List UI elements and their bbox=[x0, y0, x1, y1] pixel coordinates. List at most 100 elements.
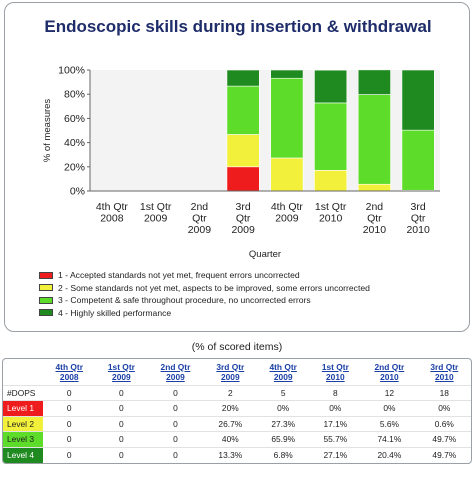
legend-entry: 3 - Competent & safe throughout procedur… bbox=[39, 294, 459, 307]
table-cell: 17.1% bbox=[309, 415, 362, 432]
y-tick-label: 100% bbox=[58, 65, 85, 77]
bar-segment bbox=[270, 69, 304, 79]
bar-segment bbox=[226, 69, 260, 87]
data-table-panel: 4th Qtr 2008 1st Qtr 2009 2nd Qtr 2009 3rd Qtr… bbox=[2, 358, 472, 464]
x-axis-title: Quarter bbox=[249, 249, 281, 260]
header-text[interactable]: 2nd Qtr bbox=[374, 361, 405, 372]
table-cell: 0 bbox=[43, 415, 96, 432]
y-tick-label: 0% bbox=[70, 186, 85, 198]
table-cell: 0 bbox=[147, 400, 204, 416]
bar-segment bbox=[226, 85, 260, 135]
table-column-header[interactable]: 3rd Qtr 2010 bbox=[418, 359, 471, 385]
table-row: #DOPS 0 0 0 2 5 8 12 18 bbox=[3, 384, 471, 401]
chart-legend: 1 - Accepted standards not yet met, freq… bbox=[39, 269, 459, 319]
x-tick-label-line: Qtr bbox=[411, 213, 426, 225]
x-tick-label-line: 2009 bbox=[231, 224, 255, 236]
table-cell: 74.1% bbox=[361, 431, 418, 447]
header-text[interactable]: 2009 bbox=[273, 371, 293, 382]
table-cell: 2 bbox=[203, 384, 257, 401]
bar-segment bbox=[357, 69, 391, 95]
legend-entry: 2 - Some standards not yet met, aspects … bbox=[39, 282, 459, 295]
header-text[interactable]: 2010 bbox=[434, 371, 454, 382]
header-text[interactable]: 1st Qtr bbox=[321, 361, 349, 372]
legend-label: 1 - Accepted standards not yet met, freq… bbox=[58, 270, 300, 281]
table-column-header[interactable]: 2nd Qtr 2009 bbox=[147, 359, 203, 385]
header-text[interactable]: 1st Qtr bbox=[107, 361, 135, 372]
row-label: Level 1 bbox=[3, 400, 43, 416]
table-cell: 5 bbox=[256, 384, 310, 401]
legend-swatch bbox=[39, 296, 53, 304]
x-tick-label-line: 3rd bbox=[236, 201, 251, 213]
legend-swatch bbox=[39, 284, 53, 292]
table-cell: 0 bbox=[147, 431, 204, 447]
bar-segment bbox=[226, 166, 260, 192]
y-tick-label: 80% bbox=[64, 89, 85, 101]
x-tick-label-line: Qtr bbox=[192, 213, 207, 225]
table-cell: 26.7% bbox=[203, 415, 257, 432]
header-text[interactable]: 3rd Qtr bbox=[216, 361, 245, 372]
x-tick-label: 1st Qtr 2009 bbox=[140, 201, 172, 225]
table-cell: 27.3% bbox=[256, 415, 310, 432]
bar-segment bbox=[314, 69, 348, 104]
table-cell: 0.6% bbox=[417, 415, 471, 432]
bar-segment bbox=[357, 94, 391, 185]
row-label: #DOPS bbox=[3, 384, 43, 401]
bar-segment bbox=[401, 129, 435, 191]
bar-segment bbox=[401, 69, 435, 131]
x-tick-label-line: 2008 bbox=[100, 213, 124, 225]
x-tick-label-line: 2010 bbox=[406, 224, 430, 236]
x-tick-label-line: 4th Qtr bbox=[271, 201, 304, 213]
table-row: Level 4 0 0 0 13.3% 6.8% 27.1% 20.4% 49.7% bbox=[3, 446, 471, 463]
table-cell: 5.6% bbox=[361, 415, 418, 432]
header-text[interactable]: 4th Qtr bbox=[55, 361, 83, 372]
table-column-header[interactable]: 4th Qtr 2008 bbox=[43, 359, 96, 385]
table-cell: 49.7% bbox=[417, 431, 471, 447]
table-column-header[interactable]: 2nd Qtr 2010 bbox=[361, 359, 417, 385]
table-column-header[interactable]: 1st Qtr 2010 bbox=[309, 359, 361, 385]
table-cell: 27.1% bbox=[309, 446, 362, 463]
legend-label: 3 - Competent & safe throughout procedur… bbox=[58, 295, 311, 306]
table-row: Level 2 0 0 0 26.7% 27.3% 17.1% 5.6% 0.6% bbox=[3, 415, 471, 432]
header-text[interactable]: 4th Qtr bbox=[269, 361, 297, 372]
table-cell: 49.7% bbox=[417, 446, 471, 463]
bar-segment bbox=[314, 170, 348, 192]
x-tick-label-line: 1st Qtr bbox=[140, 201, 172, 213]
table-cell: 0 bbox=[95, 431, 148, 447]
row-label: Level 4 bbox=[3, 446, 43, 463]
legend-label: 2 - Some standards not yet met, aspects … bbox=[58, 282, 370, 293]
table-cell: 20% bbox=[203, 400, 257, 416]
table-cell: 0 bbox=[43, 446, 96, 463]
x-tick-label: 2nd Qtr 2009 bbox=[188, 201, 212, 236]
table-cell: 0 bbox=[43, 400, 96, 416]
header-text[interactable]: 3rd Qtr bbox=[430, 361, 459, 372]
table-column-header[interactable]: 1st Qtr 2009 bbox=[96, 359, 148, 385]
bar-segment bbox=[314, 102, 348, 171]
chart-title: Endoscopic skills during insertion & wit… bbox=[44, 17, 432, 36]
bar-segment bbox=[357, 183, 391, 192]
table-column-header[interactable]: 4th Qtr 2009 bbox=[257, 359, 310, 385]
header-text[interactable]: 2010 bbox=[326, 371, 345, 382]
header-text[interactable]: 2nd Qtr bbox=[160, 361, 191, 372]
header-text[interactable]: 2009 bbox=[166, 371, 185, 382]
bar-segment bbox=[226, 134, 260, 168]
header-text[interactable]: 2009 bbox=[220, 371, 240, 382]
header-text[interactable]: 2008 bbox=[59, 371, 79, 382]
table-cell: 55.7% bbox=[309, 431, 362, 447]
header-text[interactable]: 2009 bbox=[112, 371, 131, 382]
table-cell: 0 bbox=[43, 384, 96, 401]
x-tick-label-line: 2nd bbox=[366, 201, 384, 213]
table-cell: 40% bbox=[203, 431, 257, 447]
x-tick-label-line: 2009 bbox=[275, 213, 299, 225]
table-corner-cell bbox=[3, 359, 43, 385]
table-cell: 0% bbox=[361, 400, 418, 416]
table-cell: 0 bbox=[147, 446, 204, 463]
table-cell: 0 bbox=[147, 415, 204, 432]
table-column-header[interactable]: 3rd Qtr 2009 bbox=[204, 359, 257, 385]
table-header-row: 4th Qtr 2008 1st Qtr 2009 2nd Qtr 2009 3rd Qtr… bbox=[3, 359, 471, 385]
legend-entry: 1 - Accepted standards not yet met, freq… bbox=[39, 269, 459, 282]
header-text[interactable]: 2010 bbox=[380, 371, 399, 382]
table-cell: 0 bbox=[95, 384, 148, 401]
x-tick-label-line: Qtr bbox=[367, 213, 382, 225]
table-cell: 13.3% bbox=[203, 446, 257, 463]
